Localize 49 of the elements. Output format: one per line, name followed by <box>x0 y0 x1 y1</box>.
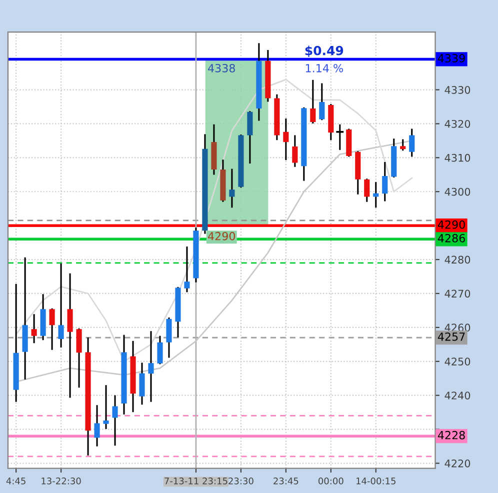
ref-line-label: 4257 <box>438 332 465 341</box>
candlestick <box>247 111 253 164</box>
candlestick <box>67 273 73 398</box>
line-series <box>15 78 413 362</box>
candlestick <box>139 362 145 405</box>
candlestick <box>310 80 316 124</box>
ref-line-label: 4228 <box>438 430 465 440</box>
y-tick-label: 4300 <box>444 188 470 196</box>
ref-line-label: 4290 <box>438 220 465 229</box>
x-tick-label: 00:00 <box>318 478 344 484</box>
y-tick-label: 4250 <box>444 358 470 366</box>
candlestick <box>103 385 109 430</box>
y-tick-label: 4320 <box>444 120 470 128</box>
candlestick <box>409 128 415 157</box>
x-tick-label: 7-13-11 23:15 <box>164 478 228 484</box>
candlestick <box>49 308 55 350</box>
ref-line-label: 4339 <box>438 54 465 62</box>
annotation: 4338 <box>208 64 235 72</box>
candlestick <box>319 83 325 120</box>
y-tick-label: 4270 <box>444 290 470 298</box>
y-tick-label: 4240 <box>444 392 470 400</box>
candlestick <box>364 178 370 202</box>
candlestick <box>148 331 154 402</box>
candlestick <box>229 168 235 208</box>
candlestick <box>157 336 163 364</box>
x-tick-label: 14-00:15 <box>356 478 396 484</box>
y-tick-label: 4310 <box>444 154 470 162</box>
candlestick <box>283 118 289 160</box>
candlestick <box>400 139 406 151</box>
candlestick <box>292 135 298 167</box>
y-tick-label: 4280 <box>444 256 470 264</box>
y-tick-label: 4220 <box>444 459 470 468</box>
candlestick <box>58 264 64 348</box>
x-tick-label: 4:45 <box>6 478 26 484</box>
x-tick-label: 23:30 <box>228 478 254 484</box>
x-tick-label: 23:45 <box>274 478 298 484</box>
y-tick-label: 4330 <box>444 86 470 94</box>
annotation: 4290 <box>208 232 236 240</box>
candlestick <box>31 314 37 344</box>
candlestick <box>94 405 100 446</box>
candlestick <box>112 395 118 446</box>
x-tick-label: 13-22:30 <box>42 478 81 484</box>
annotation: 1.14 % <box>306 64 343 72</box>
candlestick <box>76 328 82 388</box>
annotation: $0.49 <box>305 46 344 57</box>
candlestick <box>184 246 190 292</box>
candlestick <box>382 162 388 202</box>
candlestick <box>166 318 172 358</box>
ref-line-label: 4286 <box>438 234 465 242</box>
